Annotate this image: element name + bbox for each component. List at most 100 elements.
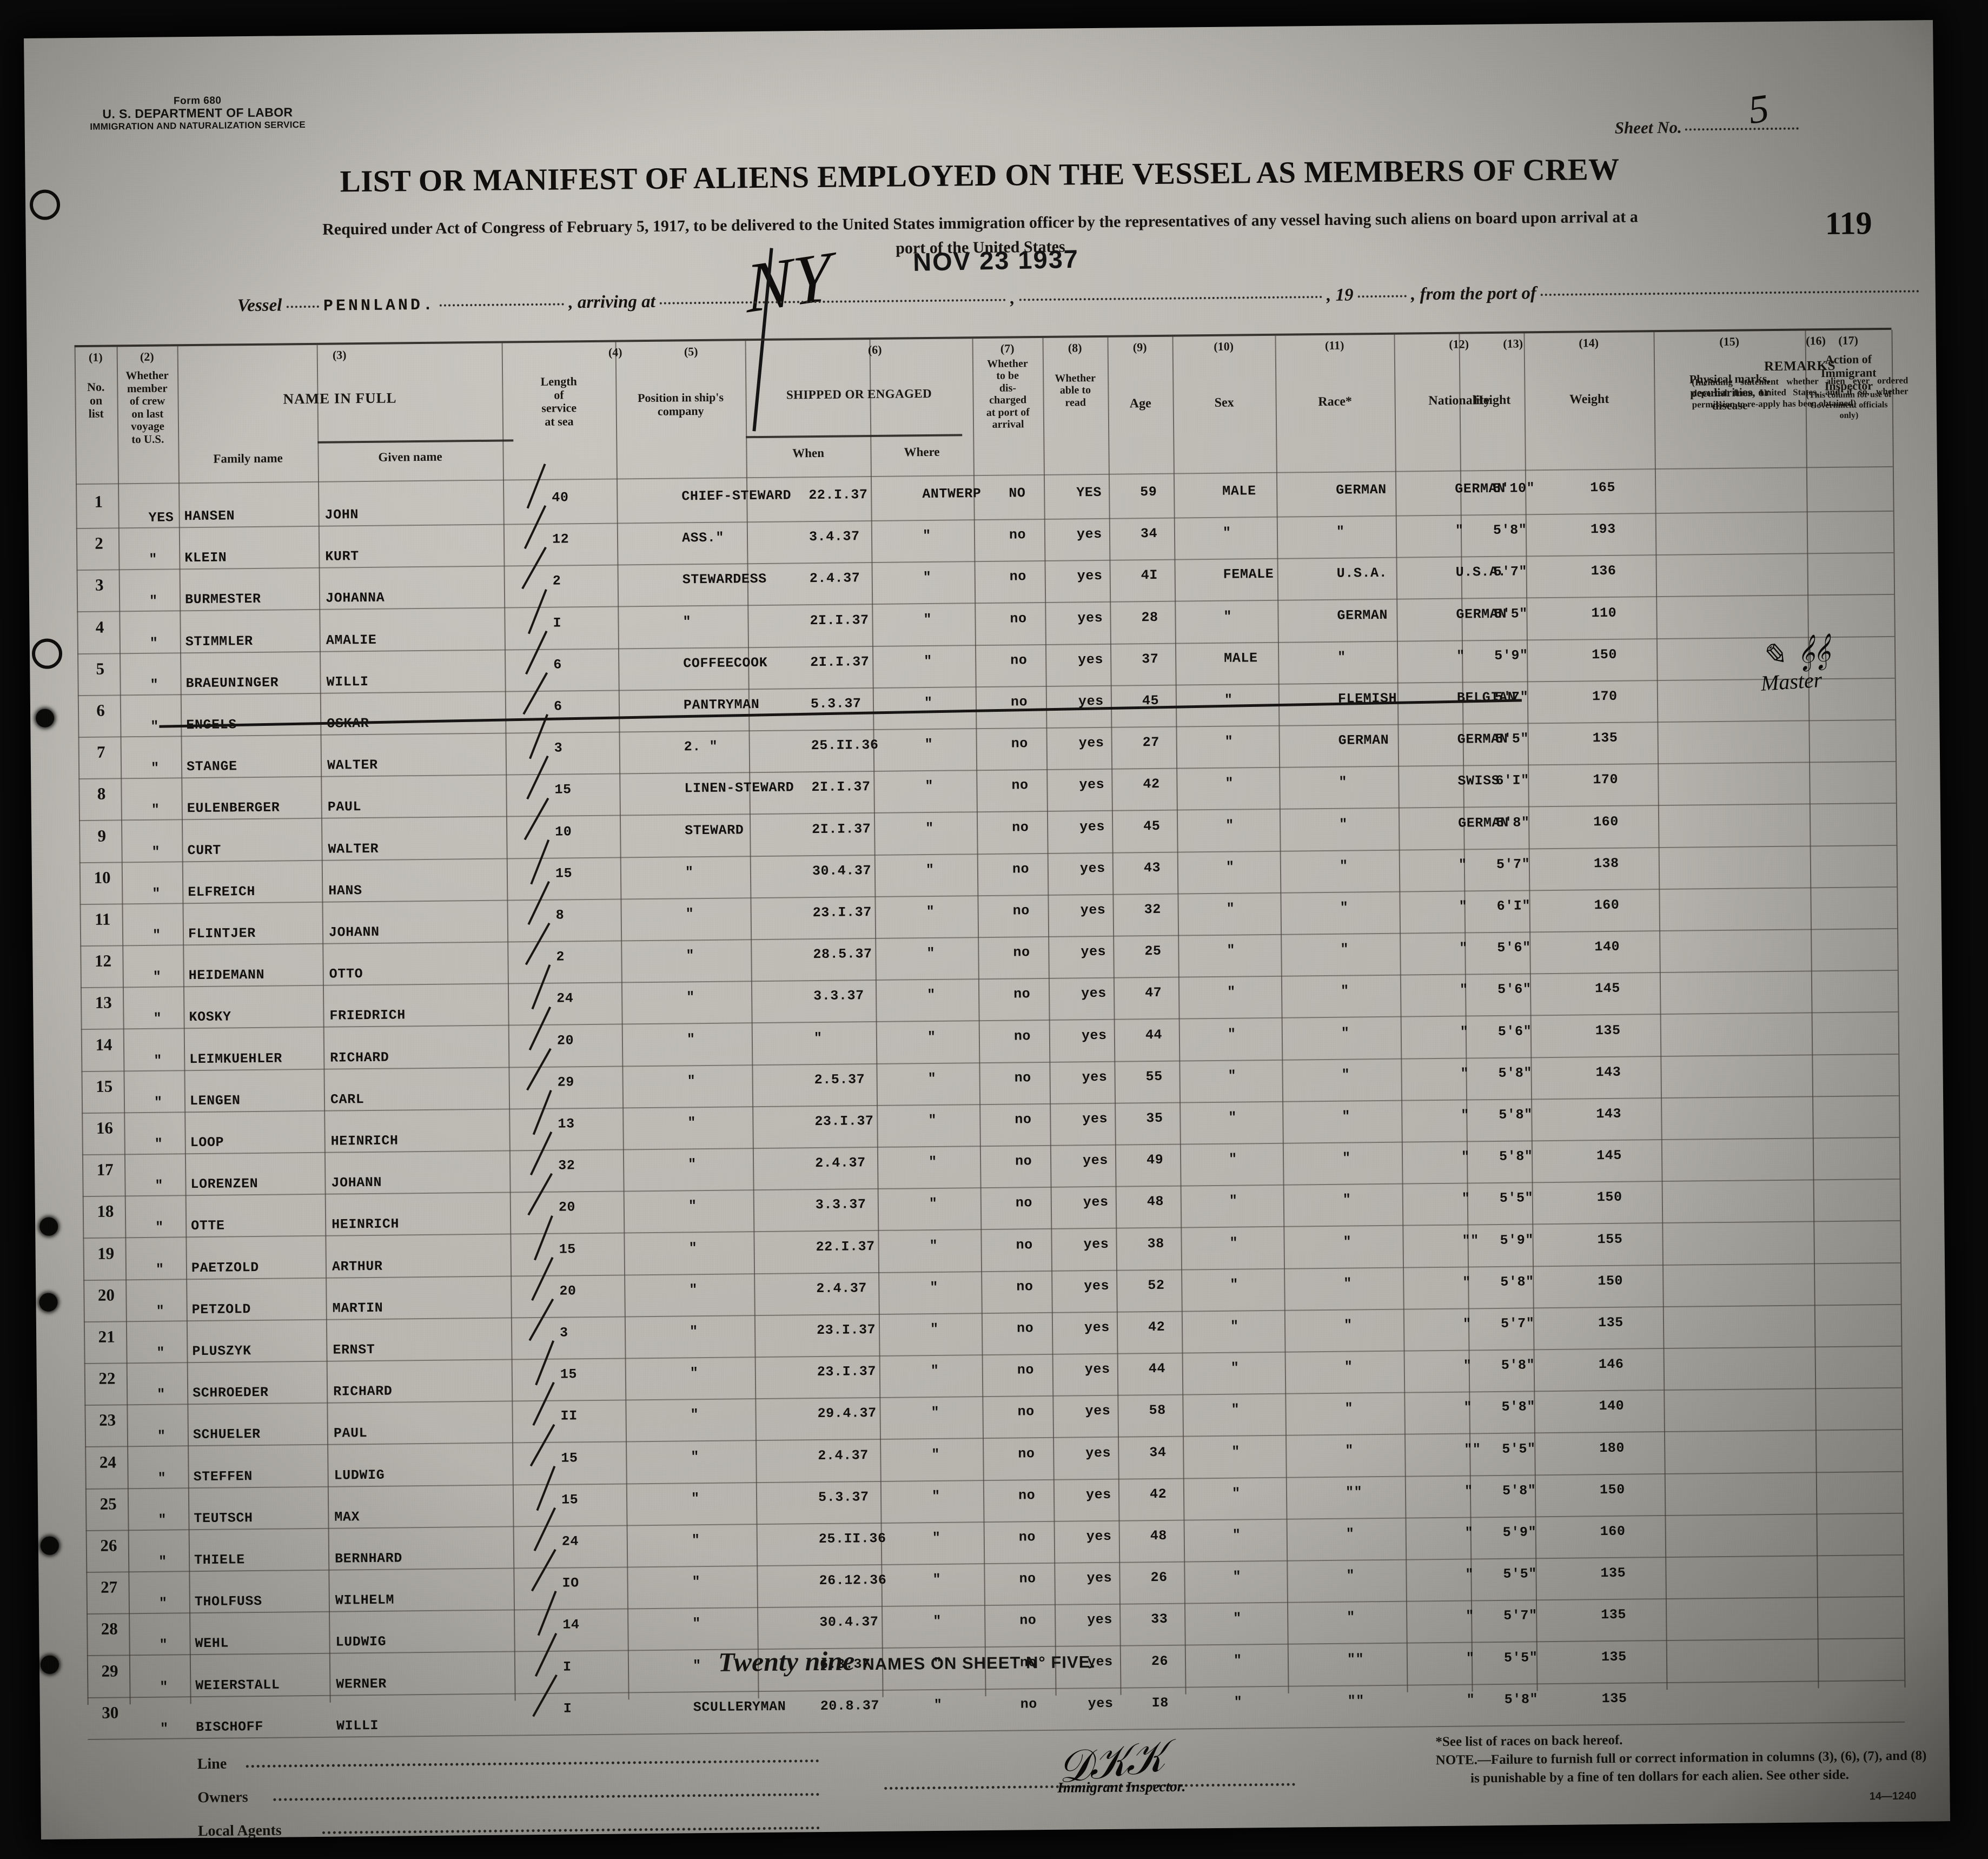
cell-able-to-read: yes — [1079, 777, 1105, 793]
handwritten-check-mark — [531, 964, 551, 1010]
total-names-handwritten: Twenty nine — [718, 1645, 855, 1677]
cell-sex: " — [1230, 1360, 1240, 1376]
row-number: 4 — [95, 617, 104, 637]
cell-height: 5'8" — [1499, 1107, 1533, 1123]
cell-length-of-service: 24 — [561, 1533, 579, 1550]
cell-given-name: FRIEDRICH — [329, 1007, 406, 1024]
handwritten-check-mark — [533, 1507, 556, 1552]
cell-shipped-where: " — [931, 1488, 940, 1504]
cell-discharged: no — [1012, 861, 1030, 877]
cell-given-name: PAUL — [333, 1425, 368, 1442]
cell-shipped-where: " — [927, 1070, 937, 1087]
cell-weight: 160 — [1593, 813, 1619, 830]
cell-shipped-when: 3.3.37 — [815, 1196, 866, 1213]
cell-nationality: " — [1463, 1358, 1472, 1374]
cell-shipped-when: 22.I.37 — [816, 1238, 875, 1255]
cell-sex: " — [1228, 1151, 1237, 1167]
cell-whether-member: " — [157, 1470, 167, 1486]
cell-discharged: no — [1019, 1612, 1037, 1629]
cell-race: " — [1341, 1025, 1350, 1041]
cell-family-name: CURT — [187, 842, 222, 858]
cell-given-name: HEINRICH — [330, 1133, 399, 1149]
cell-height: 5'5" — [1495, 731, 1529, 747]
cell-shipped-when: 23.I.37 — [816, 1322, 876, 1339]
cell-whether-member: " — [156, 1345, 165, 1361]
cell-age: 32 — [1144, 901, 1162, 918]
cell-weight: 145 — [1596, 1147, 1622, 1164]
cell-height: 5'7" — [1503, 1607, 1538, 1624]
cell-race: " — [1345, 1443, 1354, 1459]
cell-race: " — [1342, 1108, 1351, 1124]
cell-height: 5'8" — [1501, 1357, 1535, 1374]
cell-nationality: " — [1459, 940, 1468, 956]
cell-position: " — [686, 948, 695, 964]
cell-nationality: " — [1462, 1274, 1472, 1291]
cell-length-of-service: 20 — [556, 1032, 574, 1049]
cell-nationality: "" — [1464, 1441, 1481, 1458]
handwritten-check-mark — [523, 797, 549, 840]
row-number: 8 — [97, 784, 106, 804]
cell-age: 37 — [1142, 651, 1159, 667]
cell-sex: " — [1230, 1318, 1239, 1334]
cell-given-name: RICHARD — [330, 1049, 389, 1066]
cell-shipped-where: " — [931, 1446, 940, 1463]
vessel-label: Vessel — [237, 295, 282, 316]
cell-position: CHIEF-STEWARD — [681, 487, 792, 505]
col-num-5: (5) — [684, 345, 698, 359]
row-number: 16 — [96, 1118, 114, 1137]
cell-height: 6'I" — [1495, 772, 1529, 789]
cell-nationality: " — [1459, 898, 1468, 915]
cell-weight: 150 — [1598, 1273, 1623, 1289]
cell-shipped-when: " — [813, 1030, 823, 1046]
cell-length-of-service: II — [560, 1408, 578, 1424]
col-num-8: (8) — [1068, 341, 1082, 355]
cell-family-name: THOLFUSS — [194, 1593, 262, 1610]
cell-position: " — [688, 1156, 697, 1173]
cell-race: " — [1344, 1400, 1354, 1417]
cell-whether-member: " — [155, 1177, 164, 1194]
cell-whether-member: " — [153, 1011, 162, 1027]
handwritten-check-mark — [535, 1340, 555, 1386]
cell-age: 28 — [1141, 609, 1158, 625]
cell-family-name: STIMMLER — [185, 633, 253, 650]
cell-height: 5'9" — [1502, 1524, 1537, 1540]
cell-length-of-service: 40 — [552, 489, 569, 506]
cell-position: " — [689, 1281, 698, 1298]
cell-nationality: " — [1465, 1525, 1474, 1541]
row-number: 11 — [94, 909, 111, 929]
cell-whether-member: " — [149, 551, 158, 568]
cell-age: 48 — [1147, 1194, 1164, 1210]
cell-shipped-when: 2I.I.37 — [812, 821, 871, 837]
agency-stamp: Form 680 U. S. DEPARTMENT OF LABOR IMMIG… — [81, 94, 314, 132]
vessel-line: Vessel PENNLAND. , arriving at , , 19 , … — [237, 281, 1920, 325]
handwritten-check-mark — [530, 839, 550, 885]
cell-sex: " — [1224, 733, 1234, 750]
cell-nationality: " — [1464, 1483, 1473, 1499]
cell-height: 5'6" — [1497, 940, 1531, 956]
cell-shipped-where: " — [930, 1321, 939, 1338]
cell-weight: 140 — [1599, 1398, 1625, 1414]
handwritten-check-mark — [527, 1173, 553, 1216]
cell-discharged: no — [1011, 777, 1029, 793]
cell-sex: " — [1228, 1109, 1237, 1126]
col-header-sex: Sex — [1214, 395, 1234, 410]
row-number: 20 — [97, 1285, 115, 1305]
row-number: 6 — [96, 700, 105, 720]
cell-shipped-where: " — [926, 903, 935, 920]
cell-length-of-service: 3 — [554, 740, 563, 756]
cell-nationality: " — [1466, 1692, 1475, 1708]
cell-height: 5'7" — [1496, 856, 1530, 872]
col-header-height: Height — [1473, 393, 1511, 408]
cell-whether-member: " — [149, 593, 158, 610]
punch-hole — [31, 638, 63, 669]
cell-length-of-service: 10 — [555, 823, 572, 840]
cell-nationality: " — [1455, 522, 1464, 539]
cell-nationality: "" — [1462, 1232, 1479, 1249]
cell-whether-member: " — [160, 1679, 169, 1695]
cell-discharged: no — [1016, 1320, 1034, 1337]
cell-given-name: KURT — [325, 548, 359, 565]
cell-sex: " — [1225, 776, 1234, 792]
total-names-line: Twenty nine NAMES ON SHEET N° FIVE. — [718, 1643, 1096, 1678]
row-number: 29 — [101, 1661, 118, 1681]
cell-height: 5'8" — [1496, 814, 1530, 831]
